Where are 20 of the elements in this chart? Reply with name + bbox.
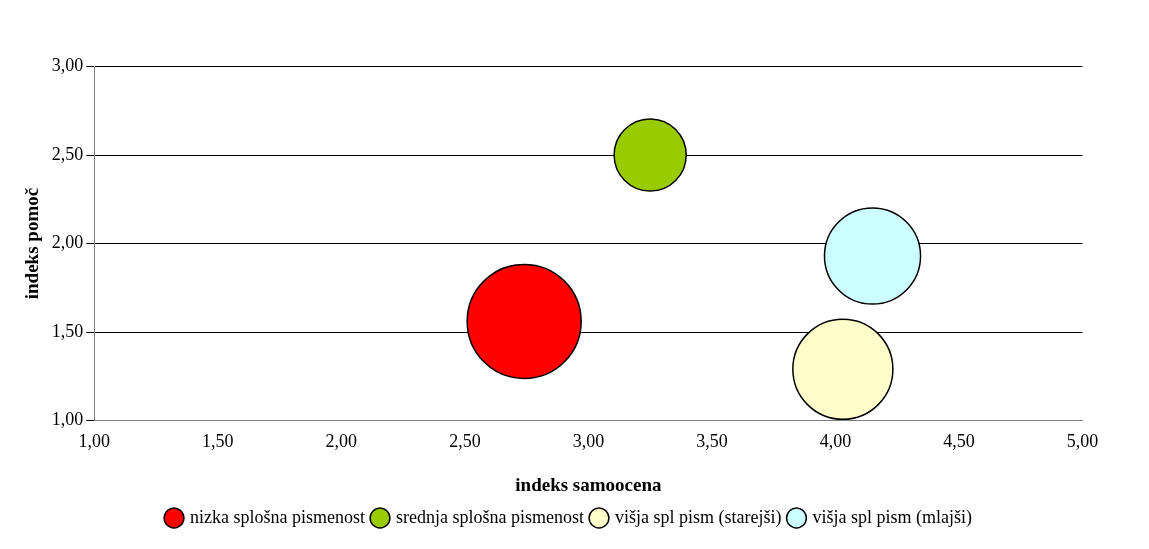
x-axis-title: indeks samoocena <box>515 473 662 495</box>
x-tick-label: 2,00 <box>325 431 358 452</box>
x-tick-label: 3,00 <box>572 431 605 452</box>
y-tick-label: 2,00 <box>51 232 84 253</box>
x-tick-label: 4,00 <box>819 431 852 452</box>
x-tick-label: 1,50 <box>202 431 234 452</box>
x-tick-label: 2,50 <box>449 431 481 452</box>
legend-label: nizka splošna pismenost <box>190 506 366 527</box>
y-tick-label: 3,00 <box>51 55 84 76</box>
y-axis-title: indeks pomoč <box>21 187 43 300</box>
y-tick-label: 2,50 <box>51 143 84 164</box>
legend-label: višja spl pism (starejši) <box>614 506 782 528</box>
x-tick-label: 5,00 <box>1066 431 1099 452</box>
legend-label: srednja splošna pismenost <box>396 506 584 527</box>
legend-label: višja spl pism (mlajši) <box>812 506 972 528</box>
x-tick-label: 1,00 <box>78 431 111 452</box>
y-tick-label: 1,50 <box>51 320 84 341</box>
x-tick-label: 4,50 <box>943 431 975 452</box>
y-tick-label: 1,00 <box>51 409 84 430</box>
x-tick-label: 3,50 <box>696 431 728 452</box>
